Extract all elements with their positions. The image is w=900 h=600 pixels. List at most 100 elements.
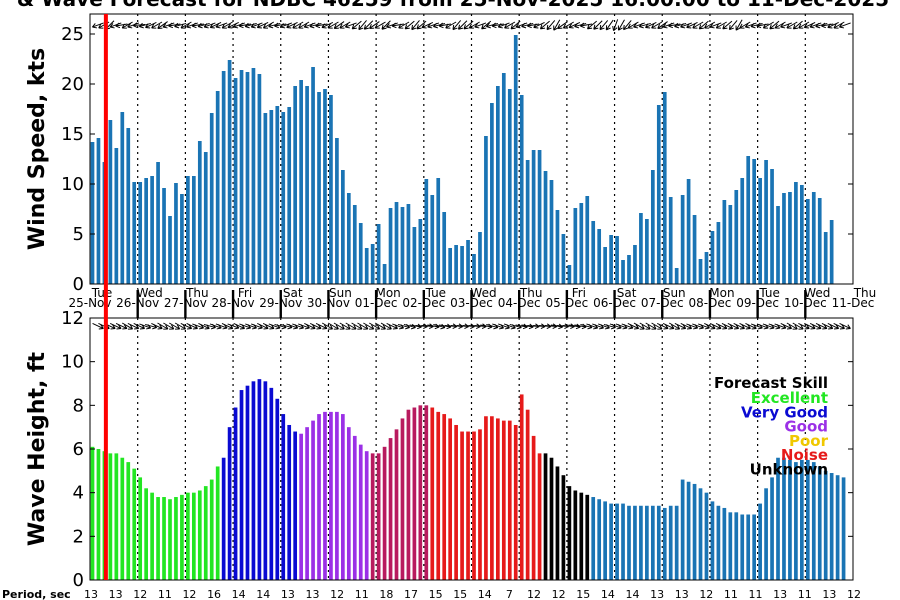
wind-direction-arrow [274,22,287,29]
wind-direction-arrow [792,20,803,30]
wave-bar [96,449,101,580]
wind-direction-arrow [398,21,410,29]
day-name-label: Thu [185,286,209,300]
wave-bar [346,427,351,580]
wave-bar [454,424,458,580]
day-name-label: Tue [758,286,780,300]
wind-bar [323,89,327,284]
wave-direction-arrow [809,323,822,330]
wind-bar [448,248,453,284]
wind-direction-arrow [744,22,757,29]
wave-bar [549,457,554,580]
wave-bar [823,470,828,580]
wind-bar [615,236,619,284]
wave-direction-arrow [315,323,328,330]
wave-bar [621,503,625,580]
wave-direction-arrow [92,323,104,330]
wave-direction-arrow [839,323,851,330]
wave-y-tick-label: 2 [73,526,84,547]
wind-direction-arrow [780,22,792,29]
wind-y-tick-label: 25 [61,24,84,45]
wind-bar [788,192,792,284]
wave-bar [704,492,709,580]
wave-direction-arrow [815,323,828,330]
wind-bar [221,71,226,284]
chart-title: & Wave Forecast for NDBC 46259 from 25-N… [17,0,889,11]
wave-bar [400,418,405,580]
legend-title: Forecast Skill [714,374,828,392]
wind-direction-arrow [715,21,727,29]
wind-bar [680,195,685,284]
wave-bar [805,459,810,580]
wave-bar [442,414,447,580]
wind-bar [245,72,250,284]
wave-direction-arrow [163,322,175,330]
wave-bar [114,453,119,580]
wind-bar [299,80,303,284]
wave-bar [90,446,95,580]
wind-bar [567,265,572,284]
wave-bar [573,490,578,580]
wind-day-gridlines [137,14,806,284]
wind-direction-arrow [756,22,769,29]
wave-direction-arrow [733,323,745,330]
wind-direction-arrow [574,22,587,29]
wind-direction-arrow [191,22,204,29]
wave-y-tick-label: 0 [73,570,84,591]
wave-direction-arrow [151,323,163,330]
wind-direction-arrow [162,22,175,29]
period-value: 13 [109,588,123,600]
wind-bar [495,86,500,284]
wind-direction-arrow [233,22,245,29]
wind-bar [317,92,321,284]
wave-bar [370,453,375,580]
wind-bar [525,160,530,284]
wind-direction-arrow [374,21,386,29]
wind-direction-arrow [546,20,556,31]
wind-direction-arrow [298,21,310,29]
period-value: 12 [527,588,541,600]
wave-bar [800,459,804,580]
wave-bar [817,466,822,580]
wind-bar [710,231,715,284]
current-time-marker [103,14,108,580]
wind-direction-arrow [109,22,122,29]
wind-bar [466,240,470,284]
wave-direction-arrow [309,323,322,330]
wind-direction-arrow [553,19,561,31]
wind-bar [579,203,584,284]
wind-bar [108,120,113,284]
wind-direction-arrow [186,22,198,29]
wave-bar [209,479,214,580]
wind-direction-arrow [315,22,328,29]
wind-direction-arrow [617,19,625,31]
wind-direction-arrow [735,19,743,31]
wave-bar [335,411,339,580]
period-value: 12 [133,588,147,600]
wave-direction-arrow [680,323,693,330]
wave-bar [645,505,649,580]
wind-direction-arrow [468,21,480,29]
period-value: 14 [478,588,492,600]
wave-direction-arrow [721,323,734,330]
wind-direction-arrow [599,20,609,31]
wave-direction-arrow [633,322,645,330]
wave-bar [263,381,268,580]
wind-bar [382,264,387,284]
wind-direction-arrow [432,22,446,29]
wind-direction-arrow [568,22,581,29]
wind-bar [287,107,292,284]
wave-bar [770,477,774,580]
wind-bars [90,35,834,284]
wind-bar [424,179,429,284]
day-name-label: Sat [617,286,637,300]
day-name-label: Mon [709,286,734,300]
wave-bar [358,444,363,580]
wave-bar [424,405,429,580]
wind-bar [609,235,613,284]
wave-direction-arrow [327,322,339,330]
wind-bar [639,213,643,284]
wind-direction-arrow [562,21,574,29]
wave-direction-arrow [174,322,186,330]
wave-bar [734,512,739,580]
